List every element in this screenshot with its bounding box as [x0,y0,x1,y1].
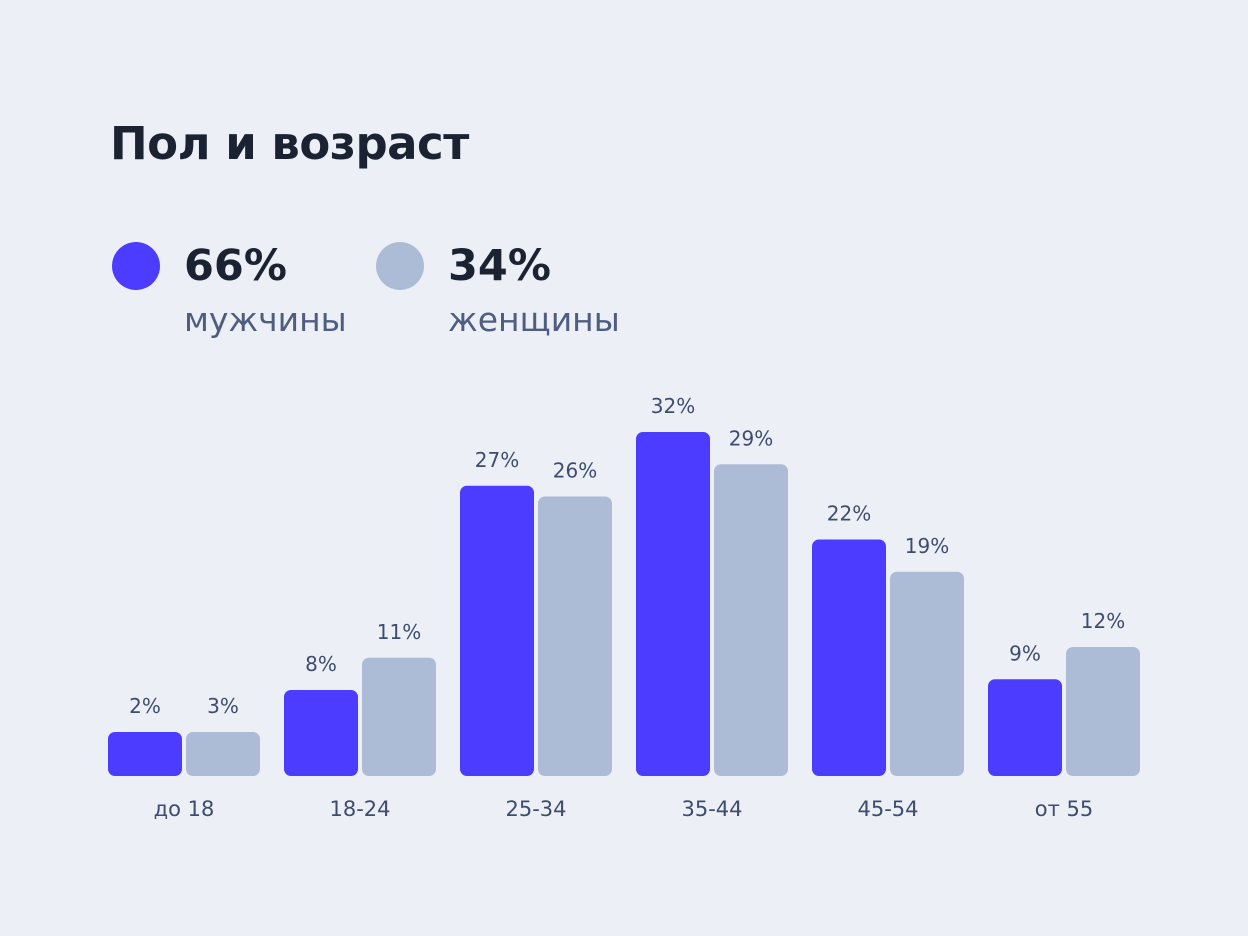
x-tick-label-3: 35-44 [681,797,742,821]
x-tick-label-2: 25-34 [505,797,566,821]
female-legend-dot-icon [376,242,424,290]
bar-male-4 [812,539,886,776]
x-tick-label-1: 18-24 [329,797,390,821]
data-label-female-1: 11% [377,620,421,644]
male-legend-dot-icon [112,242,160,290]
bar-male-1 [284,690,358,776]
page-title: Пол и возраст [110,117,469,170]
data-label-female-3: 29% [729,426,773,450]
bar-male-2 [460,485,534,776]
data-label-female-4: 19% [905,534,949,558]
data-label-male-1: 8% [305,652,337,676]
female-share-value: 34% [448,241,551,291]
bar-female-5 [1066,647,1140,776]
male-share-value: 66% [184,241,287,291]
data-label-male-3: 32% [651,394,695,418]
bar-male-3 [636,432,710,776]
bar-female-3 [714,464,788,776]
data-label-male-4: 22% [827,502,871,526]
x-tick-label-5: от 55 [1035,797,1093,821]
data-label-male-0: 2% [129,694,161,718]
x-tick-label-0: до 18 [154,797,215,821]
data-label-female-2: 26% [553,459,597,483]
data-label-female-5: 12% [1081,609,1125,633]
data-label-male-2: 27% [475,448,519,472]
bar-male-5 [988,679,1062,776]
data-label-female-0: 3% [207,694,239,718]
bar-female-0 [186,732,260,776]
bar-male-0 [108,732,182,776]
bar-female-4 [890,571,964,776]
bar-female-2 [538,496,612,776]
female-share-label: женщины [448,300,620,339]
male-share-label: мужчины [184,300,347,339]
bar-female-1 [362,657,436,776]
x-tick-label-4: 45-54 [857,797,918,821]
data-label-male-5: 9% [1009,641,1041,665]
